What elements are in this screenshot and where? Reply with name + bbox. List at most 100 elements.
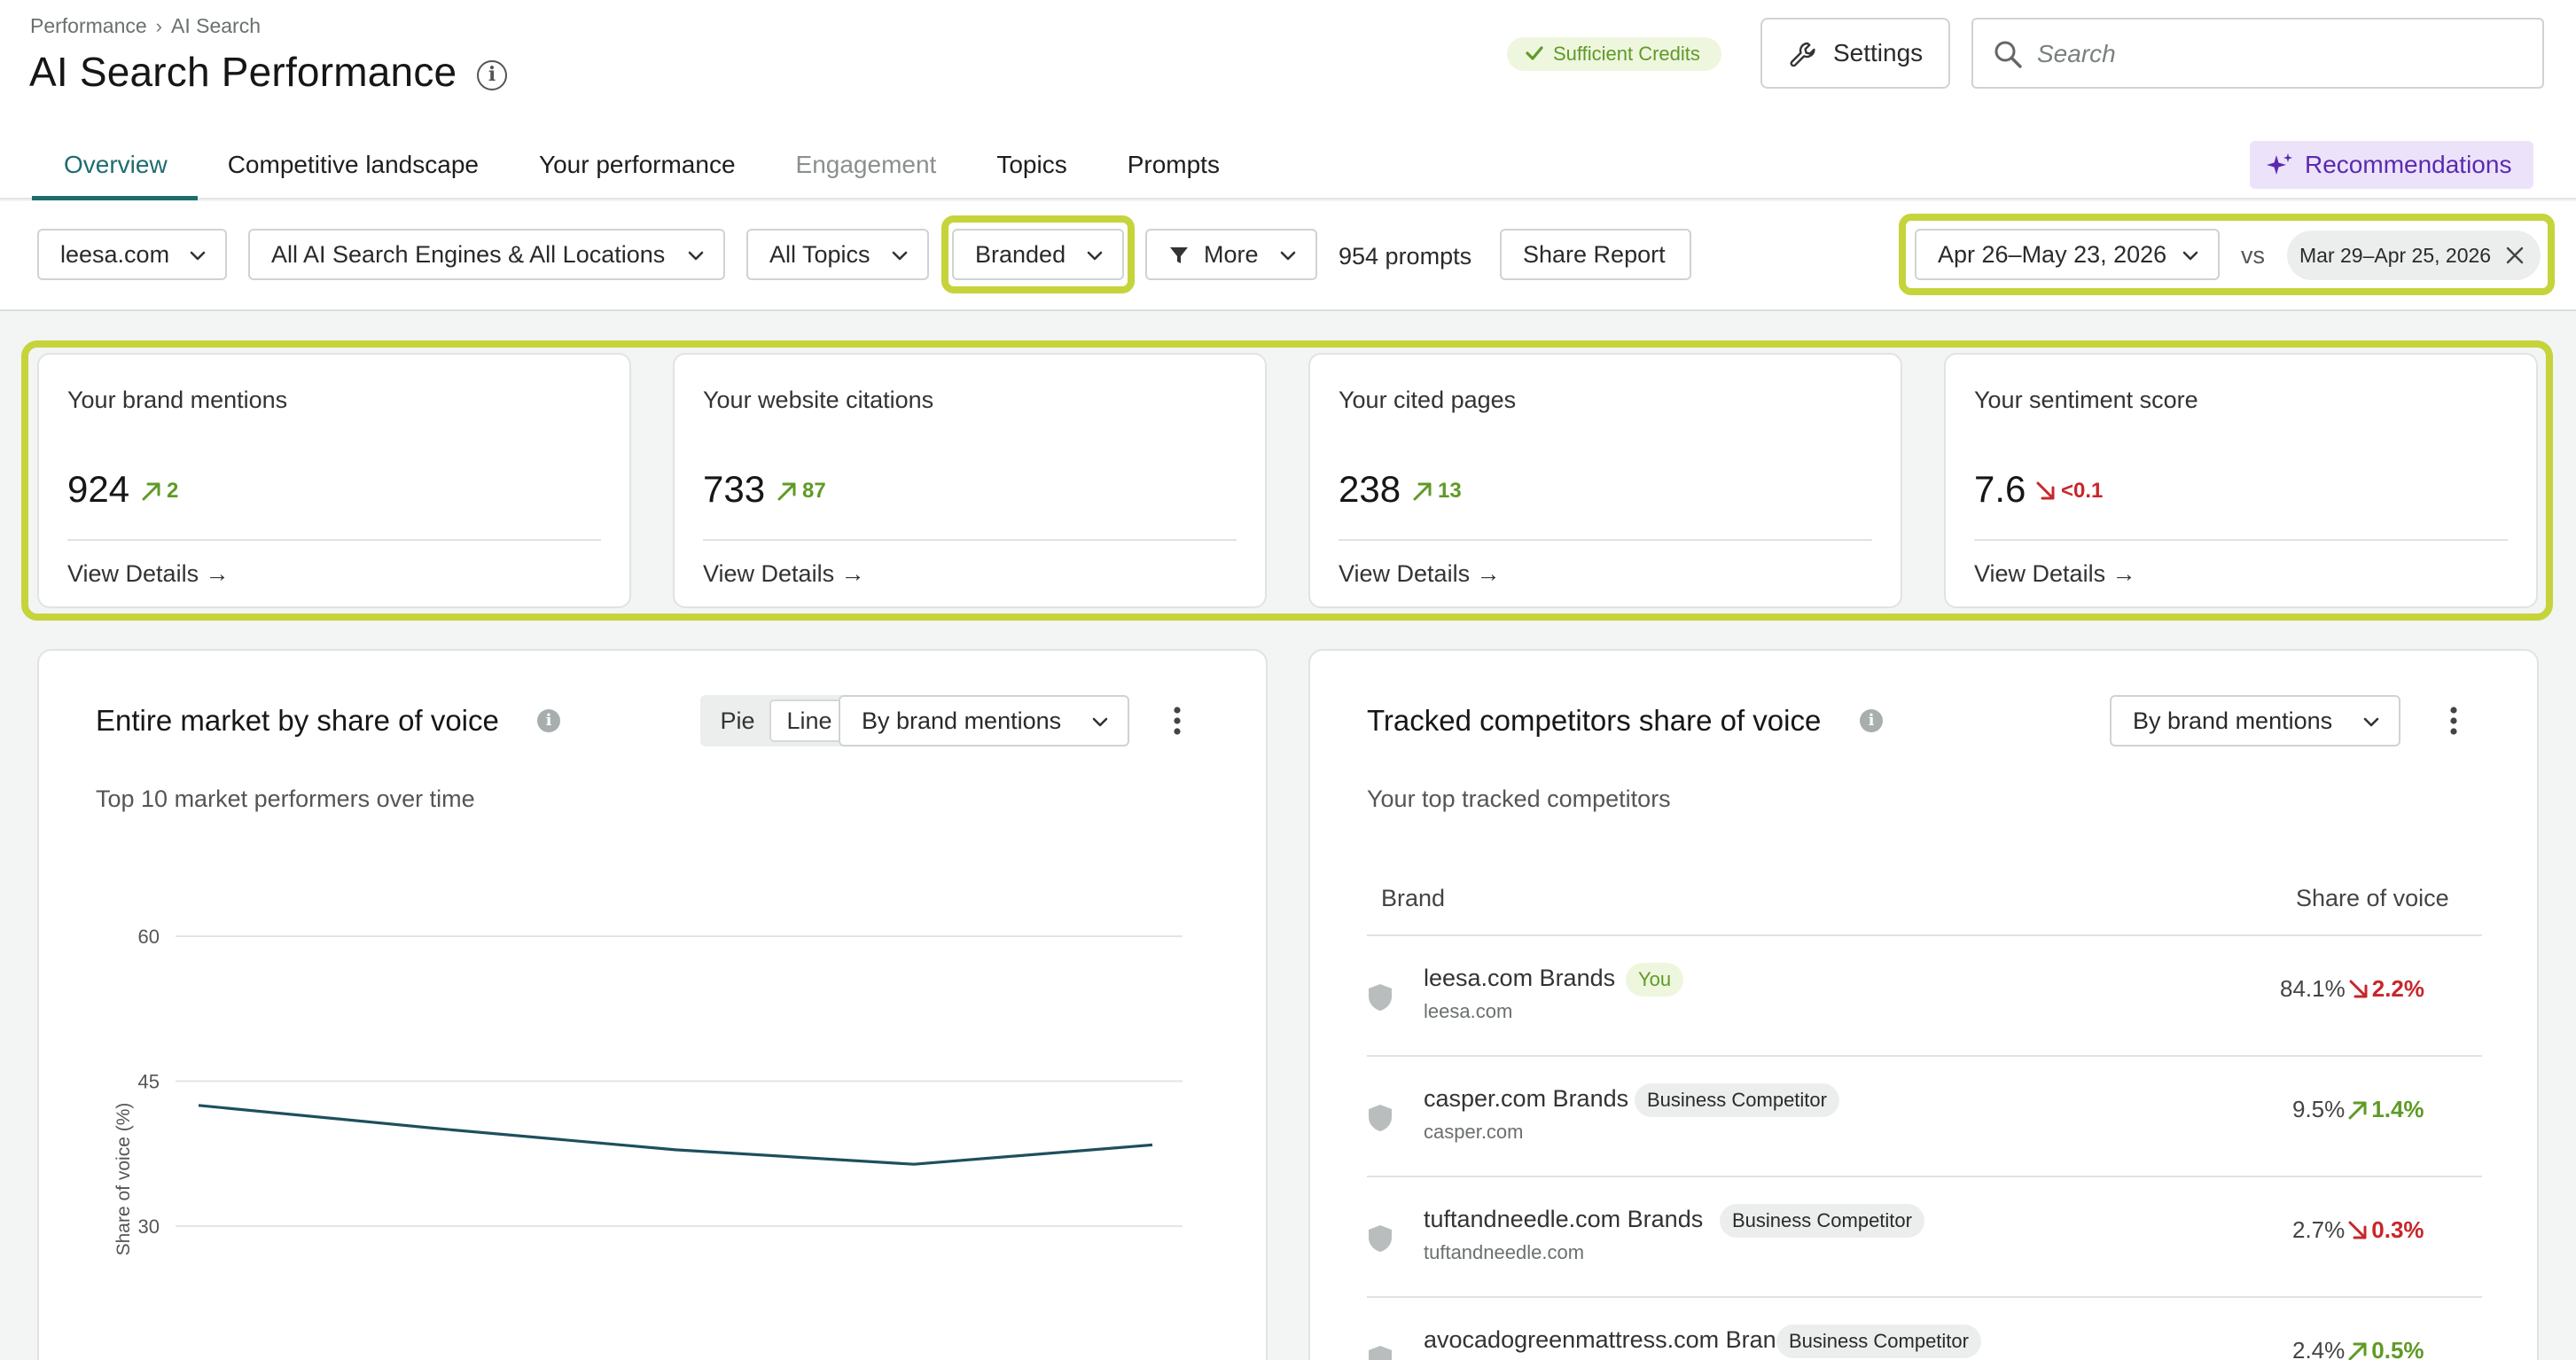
sparkle-icon <box>2267 153 2292 175</box>
chevron-down-icon <box>688 251 704 261</box>
divider <box>703 539 1237 541</box>
breadcrumb-current: AI Search <box>171 14 261 37</box>
brand-name: tuftandneedle.com Brands <box>1424 1206 1704 1232</box>
panel-title: Tracked competitors share of voice <box>1367 704 1822 737</box>
metric-value: 733 <box>703 468 766 510</box>
tab-your-performance[interactable]: Your performance <box>538 151 736 178</box>
topics-dropdown[interactable]: All Topics <box>746 229 929 280</box>
table-row[interactable]: leesa.com Brands You leesa.com 84.1% 2.2… <box>1367 934 2482 1055</box>
competitor-metric-dropdown[interactable]: By brand mentions <box>2110 695 2400 746</box>
view-details-link[interactable]: View Details → <box>1339 560 1501 587</box>
share-value: 2.4% <box>2292 1337 2346 1360</box>
info-icon[interactable]: i <box>477 60 507 90</box>
search-field[interactable] <box>1971 18 2544 89</box>
table-row[interactable]: casper.com Brands Business Competitor ca… <box>1367 1055 2482 1176</box>
breadcrumb-parent[interactable]: Performance <box>30 14 147 37</box>
more-options-icon[interactable] <box>1170 706 1184 736</box>
page-header: Performance › AI Search AI Search Perfor… <box>0 0 2576 200</box>
share-report-label: Share Report <box>1523 240 1666 268</box>
metric-delta: 87 <box>776 479 826 504</box>
competitor-badge: Business Competitor <box>1776 1325 1981 1358</box>
close-icon[interactable] <box>2505 246 2525 265</box>
table-row[interactable]: tuftandneedle.com Brands Business Compet… <box>1367 1176 2482 1296</box>
column-header-brand[interactable]: Brand <box>1381 885 1446 911</box>
view-details-link[interactable]: View Details → <box>67 560 230 587</box>
metric-title: Your website citations <box>703 387 934 413</box>
metric-title: Your cited pages <box>1339 387 1517 413</box>
series-line[interactable] <box>198 1104 1153 1166</box>
filter-funnel-icon <box>1170 247 1188 263</box>
credits-label: Sufficient Credits <box>1553 43 1700 65</box>
info-icon[interactable]: i <box>537 709 560 732</box>
market-metric-dropdown[interactable]: By brand mentions <box>839 695 1129 746</box>
recommendations-label: Recommendations <box>2305 151 2512 178</box>
divider <box>1974 539 2508 541</box>
arrow-up-right-icon <box>1413 482 1432 501</box>
page-title: AI Search Performance <box>29 49 457 95</box>
metric-value: 7.6 <box>1974 468 2026 510</box>
brand-name: leesa.com Brands <box>1424 965 1616 991</box>
share-report-button[interactable]: Share Report <box>1500 229 1691 280</box>
column-header-share-of-voice[interactable]: Share of voice <box>2296 885 2449 911</box>
compare-range-chip[interactable]: Mar 29–Apr 25, 2026 <box>2287 231 2541 280</box>
chevron-down-icon <box>190 251 206 261</box>
breadcrumb-separator-icon: › <box>155 14 162 37</box>
arrow-down-right-icon <box>2036 481 2055 500</box>
chevron-down-icon <box>2182 251 2198 261</box>
metric-delta-value: <0.1 <box>2061 479 2104 503</box>
share-value: 84.1% <box>2280 975 2346 1002</box>
arrow-up-right-icon <box>777 482 796 501</box>
share-of-voice-cell: 2.4% 0.5% <box>2292 1337 2424 1360</box>
metric-delta: 13 <box>1411 479 1462 504</box>
wrench-icon <box>1790 42 1815 67</box>
metric-delta: 2 <box>140 479 178 504</box>
competitor-metric-dropdown-label: By brand mentions <box>2133 707 2333 734</box>
chevron-down-icon <box>1280 251 1296 261</box>
toggle-pie[interactable]: Pie <box>720 707 755 734</box>
tab-overview[interactable]: Overview <box>32 144 198 200</box>
tab-bar: Overview Competitive landscape Your perf… <box>32 144 1250 200</box>
shield-icon <box>1369 984 1392 1011</box>
branded-dropdown[interactable]: Branded <box>952 229 1124 280</box>
metric-title: Your sentiment score <box>1974 387 2198 413</box>
branded-dropdown-label: Branded <box>975 240 1066 268</box>
more-options-icon[interactable] <box>2447 706 2461 736</box>
check-icon <box>1526 46 1543 60</box>
divider <box>1339 539 1872 541</box>
filter-bar: leesa.com All AI Search Engines & All Lo… <box>0 201 2576 311</box>
competitors-panel: Tracked competitors share of voice i By … <box>1308 649 2539 1360</box>
tab-topics[interactable]: Topics <box>996 151 1067 178</box>
metric-delta-value: 13 <box>1438 479 1462 503</box>
shield-icon <box>1369 1225 1392 1252</box>
panel-subtitle: Top 10 market performers over time <box>96 786 475 812</box>
tab-competitive-landscape[interactable]: Competitive landscape <box>227 151 479 178</box>
recommendations-button[interactable]: Recommendations <box>2250 141 2533 189</box>
toggle-line[interactable]: Line <box>769 700 849 742</box>
settings-button[interactable]: Settings <box>1760 18 1950 89</box>
engines-dropdown-label: All AI Search Engines & All Locations <box>271 240 666 268</box>
metric-delta-value: 2 <box>167 479 179 503</box>
share-value: 2.7% <box>2292 1216 2346 1243</box>
brand-domain: tuftandneedle.com <box>1424 1241 1585 1263</box>
more-filters-button[interactable]: More <box>1145 229 1317 280</box>
settings-label: Settings <box>1833 39 1924 66</box>
info-icon[interactable]: i <box>1860 709 1883 732</box>
vs-label: vs <box>2241 242 2265 269</box>
date-range-dropdown[interactable]: Apr 26–May 23, 2026 <box>1915 229 2220 280</box>
view-details-link[interactable]: View Details → <box>703 560 865 587</box>
view-details-link[interactable]: View Details → <box>1974 560 2136 587</box>
tab-engagement[interactable]: Engagement <box>795 151 937 178</box>
engines-locations-dropdown[interactable]: All AI Search Engines & All Locations <box>248 229 725 280</box>
search-icon <box>1994 41 2022 68</box>
y-tick-label: 60 <box>138 926 160 948</box>
domain-dropdown[interactable]: leesa.com <box>37 229 227 280</box>
search-input[interactable] <box>2037 35 2516 73</box>
credits-status-badge: Sufficient Credits <box>1507 37 1721 71</box>
shield-icon <box>1369 1346 1392 1360</box>
table-row[interactable]: avocadogreenmattress.com Brands Business… <box>1367 1296 2482 1360</box>
tab-prompts[interactable]: Prompts <box>1127 151 1220 178</box>
share-delta: 2.2% <box>2371 975 2424 1002</box>
chevron-down-icon <box>892 251 908 261</box>
y-tick-label: 30 <box>138 1215 160 1238</box>
metric-value: 238 <box>1339 468 1401 510</box>
